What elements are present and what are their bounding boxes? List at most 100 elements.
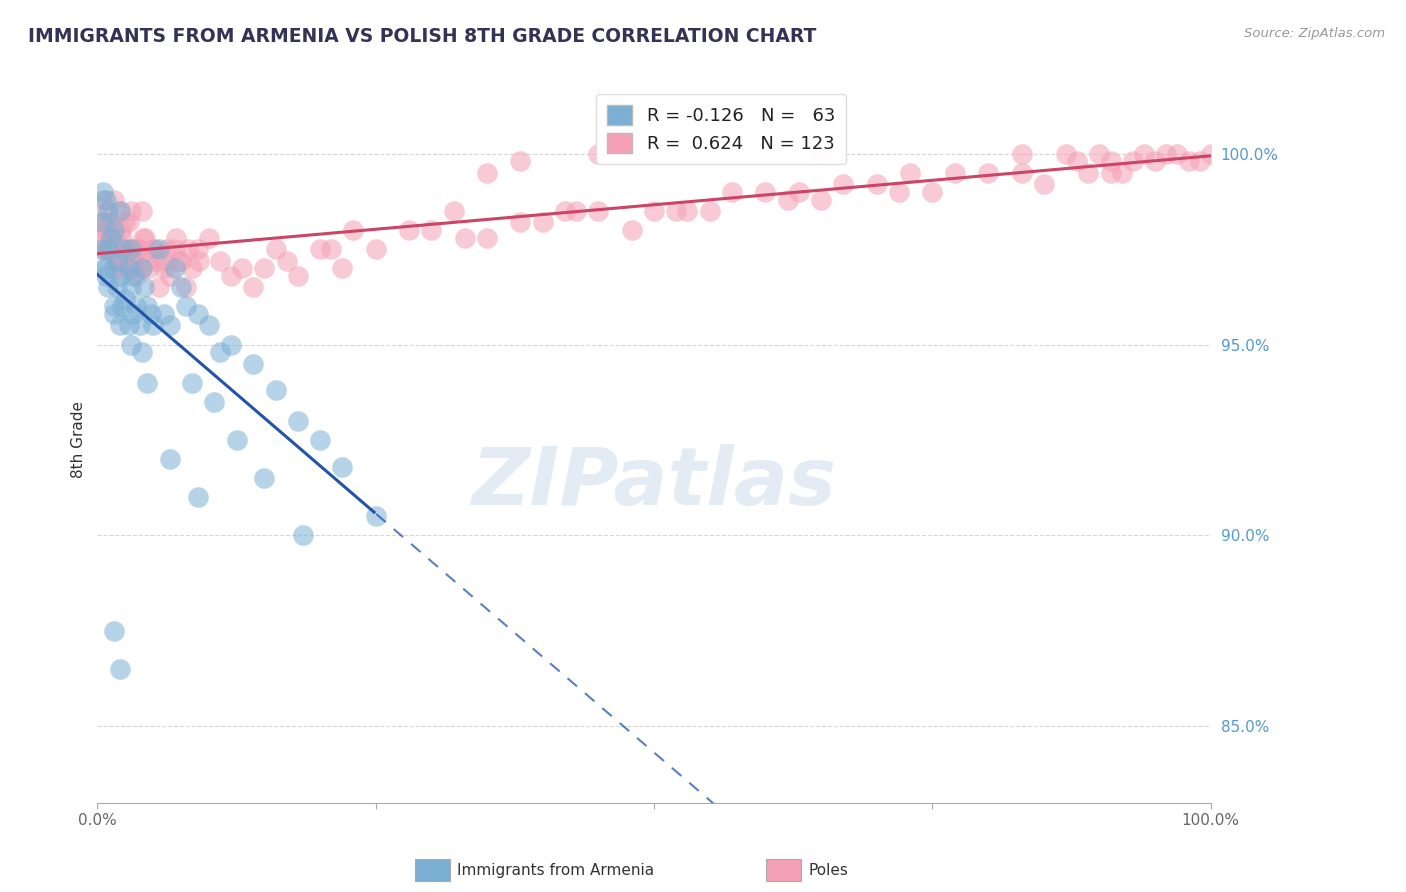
Point [122,307,145,321]
Point [509,154,531,169]
Point [330,459,353,474]
Point [98,215,121,229]
Point [105,253,128,268]
Point [165,261,187,276]
Point [96,268,118,283]
Point [93,242,115,256]
Point [120,242,142,256]
Point [292,528,315,542]
Point [977,166,1000,180]
Point [588,204,610,219]
Point [111,231,134,245]
Point [187,253,209,268]
Point [253,471,276,485]
Point [138,261,160,276]
Point [114,292,136,306]
Point [170,280,193,294]
Point [131,261,153,276]
Point [176,280,198,294]
Point [91,193,114,207]
Point [105,242,128,256]
Point [231,261,253,276]
Point [100,242,122,256]
Point [1177,154,1199,169]
Point [105,280,128,294]
Point [103,261,125,276]
Point [143,242,166,256]
Point [1011,166,1033,180]
Point [330,261,353,276]
Point [111,300,134,314]
Point [309,242,332,256]
Point [117,261,139,276]
Point [108,662,131,676]
Point [120,280,142,294]
Point [167,253,190,268]
Point [139,307,162,321]
Point [676,204,699,219]
Point [165,242,187,256]
Point [264,384,287,398]
Point [1066,154,1088,169]
Point [142,318,165,333]
Point [181,261,204,276]
Point [754,185,776,199]
Point [1054,146,1077,161]
Point [145,253,167,268]
Point [148,280,170,294]
Point [159,452,181,467]
Point [866,178,889,192]
Point [155,253,177,268]
Point [475,231,498,245]
Point [202,394,225,409]
Point [208,253,231,268]
Point [170,253,193,268]
Point [97,204,120,219]
Point [342,223,364,237]
Point [1166,146,1188,161]
Point [110,223,132,237]
Point [898,166,921,180]
Point [105,253,128,268]
Point [125,300,148,314]
Point [264,242,287,256]
Point [176,242,198,256]
Point [122,261,145,276]
Point [253,261,276,276]
Point [128,242,150,256]
Point [242,357,264,371]
Point [96,193,118,207]
Point [108,261,131,276]
Point [1099,154,1122,169]
Point [943,166,966,180]
Point [108,204,131,219]
Text: ZIPatlas: ZIPatlas [471,444,837,523]
Point [90,231,112,245]
Point [153,307,176,321]
Point [94,242,117,256]
Point [287,268,309,283]
Point [554,204,576,219]
Point [114,261,136,276]
Point [1154,146,1177,161]
Point [103,223,125,237]
Point [1188,154,1211,169]
Point [134,280,156,294]
Point [443,204,465,219]
Point [787,185,810,199]
Legend: R = -0.126   N =   63, R =  0.624   N = 123: R = -0.126 N = 63, R = 0.624 N = 123 [596,94,846,164]
Point [148,242,170,256]
Point [136,376,159,390]
Point [398,223,420,237]
Point [108,204,131,219]
Point [721,185,744,199]
Point [1144,154,1167,169]
Point [921,185,943,199]
Point [97,280,120,294]
Point [120,337,142,351]
Point [176,300,198,314]
Point [108,318,131,333]
Point [90,223,112,237]
Point [565,204,588,219]
Point [1122,154,1144,169]
